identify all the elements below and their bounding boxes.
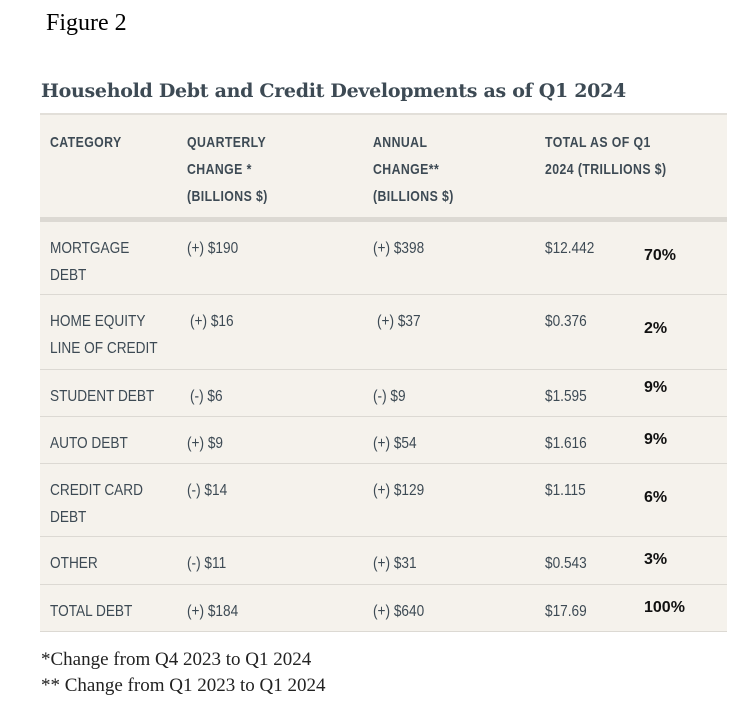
row-quarterly-change: (-) $6 [190, 388, 223, 405]
row-total: $17.69 [545, 603, 587, 620]
row-quarterly-change: (-) $11 [187, 555, 227, 572]
header-category: CATEGORY [50, 134, 122, 151]
row-annual-change: (+) $398 [373, 240, 425, 257]
row-share: 9% [644, 379, 668, 396]
row-category: OTHER [50, 555, 98, 572]
footnote-quarterly: *Change from Q4 2023 to Q1 2024 [41, 649, 312, 670]
row-category: STUDENT DEBT [50, 388, 155, 405]
row-annual-change: (+) $37 [377, 313, 421, 330]
row-total: $0.376 [545, 313, 587, 330]
row-category: AUTO DEBT [50, 435, 128, 452]
row-share: 70% [644, 247, 677, 264]
row-annual-change: (+) $640 [373, 603, 425, 620]
row-total: $1.616 [545, 435, 587, 452]
table-row: STUDENT DEBT (-) $6 (-) $9 $1.595 9% [40, 370, 727, 417]
header-quarterly: QUARTERLY CHANGE * (BILLIONS $) [187, 134, 268, 205]
header-annual: ANNUAL CHANGE** (BILLIONS $) [373, 134, 454, 205]
row-share: 2% [644, 320, 668, 337]
row-category: HOME EQUITY LINE OF CREDIT [50, 313, 158, 357]
row-share: 100% [644, 599, 685, 616]
footnotes: *Change from Q4 2023 to Q1 2024 ** Chang… [41, 647, 325, 699]
row-share: 3% [644, 551, 668, 568]
row-total: $1.115 [545, 482, 586, 499]
row-quarterly-change: (+) $190 [187, 240, 239, 257]
row-category: TOTAL DEBT [50, 603, 133, 620]
table-row: TOTAL DEBT (+) $184 (+) $640 $17.69 100% [40, 585, 727, 632]
row-total: $12.442 [545, 240, 595, 257]
row-quarterly-change: (+) $16 [190, 313, 234, 330]
row-quarterly-change: (+) $9 [187, 435, 224, 452]
table-title: Household Debt and Credit Developments a… [41, 80, 626, 102]
row-annual-change: (+) $129 [373, 482, 425, 499]
row-category: MORTGAGE DEBT [50, 240, 130, 284]
header-total: TOTAL AS OF Q1 2024 (TRILLIONS $) [545, 134, 667, 178]
debt-table: CATEGORY QUARTERLY CHANGE * (BILLIONS $)… [40, 113, 727, 632]
table-row: MORTGAGE DEBT (+) $190 (+) $398 $12.442 70% [40, 222, 727, 295]
row-annual-change: (-) $9 [373, 388, 406, 405]
table-row: CREDIT CARD DEBT (-) $14 (+) $129 $1.115 6% [40, 464, 727, 537]
row-annual-change: (+) $31 [373, 555, 417, 572]
row-quarterly-change: (+) $184 [187, 603, 239, 620]
header-divider [40, 217, 727, 222]
row-total: $0.543 [545, 555, 587, 572]
table-row: AUTO DEBT (+) $9 (+) $54 $1.616 9% [40, 417, 727, 464]
figure-label: Figure 2 [46, 10, 127, 36]
row-quarterly-change: (-) $14 [187, 482, 228, 499]
row-category: CREDIT CARD DEBT [50, 482, 143, 526]
table-row: HOME EQUITY LINE OF CREDIT (+) $16 (+) $37… [40, 295, 727, 370]
table-header: CATEGORY QUARTERLY CHANGE * (BILLIONS $)… [40, 113, 727, 217]
table-row: OTHER (-) $11 (+) $31 $0.543 3% [40, 537, 727, 585]
row-annual-change: (+) $54 [373, 435, 417, 452]
row-share: 6% [644, 489, 668, 506]
row-share: 9% [644, 431, 668, 448]
row-total: $1.595 [545, 388, 587, 405]
footnote-annual: ** Change from Q1 2023 to Q1 2024 [41, 675, 326, 696]
